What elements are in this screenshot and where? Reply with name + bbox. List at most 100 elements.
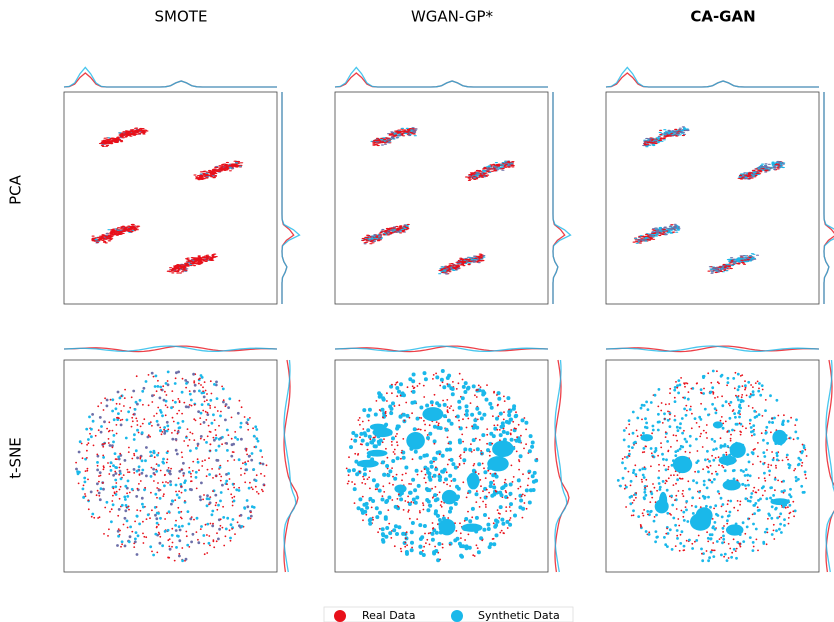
point xyxy=(405,531,408,534)
point xyxy=(203,542,205,545)
point xyxy=(91,512,95,516)
point xyxy=(408,128,412,130)
point xyxy=(163,493,165,496)
point xyxy=(193,259,197,261)
point xyxy=(102,465,105,468)
point xyxy=(220,410,222,413)
point xyxy=(509,417,513,422)
point xyxy=(255,474,258,477)
point xyxy=(216,532,218,535)
point xyxy=(205,419,208,421)
point xyxy=(503,411,505,413)
point xyxy=(528,472,530,474)
point xyxy=(126,495,130,498)
point xyxy=(199,259,203,261)
point xyxy=(171,390,174,392)
point xyxy=(87,478,89,481)
point xyxy=(396,498,399,500)
point xyxy=(482,171,486,173)
point xyxy=(219,414,222,418)
point xyxy=(635,242,639,244)
point xyxy=(534,478,539,483)
point xyxy=(238,165,242,167)
point xyxy=(518,459,520,461)
point xyxy=(477,171,481,173)
point xyxy=(424,481,427,484)
point xyxy=(765,527,769,531)
point xyxy=(486,442,488,445)
point xyxy=(190,259,194,261)
point xyxy=(136,456,140,460)
point xyxy=(442,385,447,390)
point xyxy=(140,471,144,475)
point xyxy=(665,230,669,232)
point xyxy=(193,518,195,521)
point xyxy=(425,488,430,493)
point xyxy=(352,487,357,492)
point xyxy=(203,553,206,556)
point xyxy=(383,491,386,493)
point xyxy=(161,431,164,433)
point xyxy=(111,398,115,402)
point xyxy=(186,428,189,430)
point xyxy=(111,503,115,507)
point xyxy=(642,236,646,238)
point xyxy=(393,405,396,407)
point xyxy=(119,419,122,422)
point xyxy=(422,524,427,528)
point xyxy=(491,434,496,439)
point xyxy=(169,480,172,483)
point xyxy=(423,477,426,479)
point xyxy=(75,461,77,464)
point xyxy=(654,140,658,142)
point xyxy=(659,134,663,136)
point xyxy=(110,520,113,524)
point xyxy=(77,482,80,485)
point xyxy=(432,456,437,461)
point xyxy=(383,142,387,144)
point xyxy=(219,524,222,527)
point xyxy=(218,167,222,169)
point xyxy=(386,456,389,459)
point xyxy=(433,498,438,503)
point xyxy=(115,424,118,426)
point xyxy=(411,458,414,461)
point xyxy=(114,472,118,475)
point xyxy=(388,531,393,536)
point xyxy=(190,404,193,407)
point xyxy=(515,450,518,453)
point xyxy=(710,272,714,274)
point xyxy=(669,228,673,230)
point xyxy=(743,259,747,261)
point xyxy=(435,372,437,375)
point xyxy=(118,497,121,500)
point xyxy=(482,412,487,417)
point xyxy=(393,476,398,481)
point xyxy=(357,419,360,421)
point xyxy=(436,558,441,563)
point xyxy=(82,484,85,487)
point xyxy=(400,228,404,230)
point xyxy=(364,501,369,506)
point xyxy=(347,468,352,473)
blob xyxy=(356,459,379,468)
point xyxy=(118,396,122,400)
point xyxy=(195,176,199,178)
point xyxy=(204,410,207,413)
point xyxy=(170,270,175,272)
point xyxy=(176,412,179,415)
point xyxy=(454,269,458,271)
point xyxy=(147,404,150,407)
point xyxy=(506,527,509,529)
point xyxy=(393,453,396,455)
point xyxy=(145,518,148,520)
point xyxy=(401,132,405,134)
point xyxy=(669,232,673,234)
point xyxy=(523,494,526,497)
point xyxy=(494,165,498,167)
point xyxy=(392,528,397,533)
point xyxy=(107,535,109,537)
point xyxy=(527,477,530,480)
point xyxy=(178,469,182,473)
